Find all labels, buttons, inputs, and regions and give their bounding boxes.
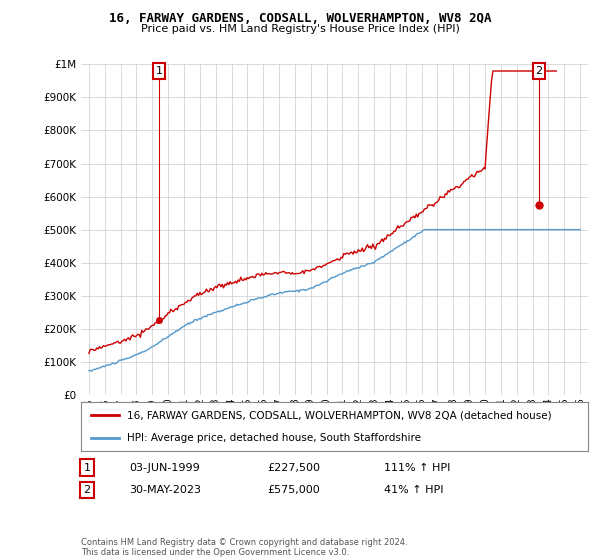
Text: 111% ↑ HPI: 111% ↑ HPI xyxy=(384,463,451,473)
Text: 2: 2 xyxy=(535,66,542,76)
Text: 1: 1 xyxy=(155,66,163,76)
Text: 41% ↑ HPI: 41% ↑ HPI xyxy=(384,485,443,495)
Text: 16, FARWAY GARDENS, CODSALL, WOLVERHAMPTON, WV8 2QA: 16, FARWAY GARDENS, CODSALL, WOLVERHAMPT… xyxy=(109,12,491,25)
Text: Price paid vs. HM Land Registry's House Price Index (HPI): Price paid vs. HM Land Registry's House … xyxy=(140,24,460,34)
Text: 1: 1 xyxy=(83,463,91,473)
Text: 03-JUN-1999: 03-JUN-1999 xyxy=(129,463,200,473)
Text: £227,500: £227,500 xyxy=(267,463,320,473)
Text: £575,000: £575,000 xyxy=(267,485,320,495)
Text: HPI: Average price, detached house, South Staffordshire: HPI: Average price, detached house, Sout… xyxy=(127,433,421,444)
Text: 16, FARWAY GARDENS, CODSALL, WOLVERHAMPTON, WV8 2QA (detached house): 16, FARWAY GARDENS, CODSALL, WOLVERHAMPT… xyxy=(127,410,551,421)
Text: 2: 2 xyxy=(83,485,91,495)
Text: Contains HM Land Registry data © Crown copyright and database right 2024.
This d: Contains HM Land Registry data © Crown c… xyxy=(81,538,407,557)
Text: 30-MAY-2023: 30-MAY-2023 xyxy=(129,485,201,495)
